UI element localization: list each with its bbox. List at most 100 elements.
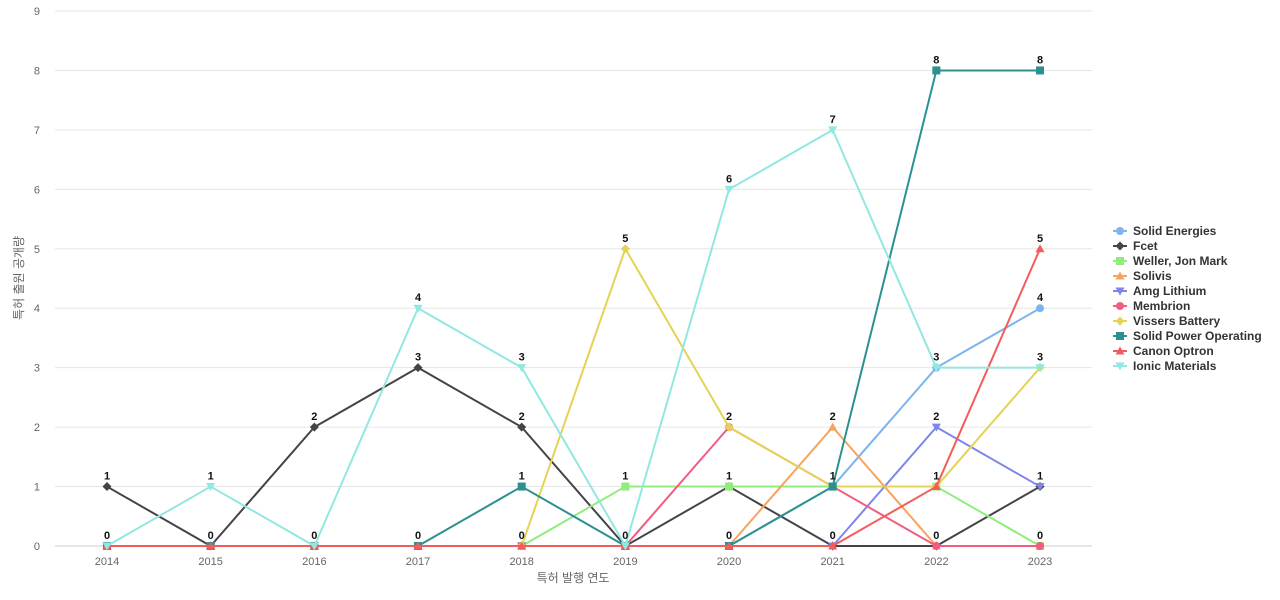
series-ionic-materials[interactable] xyxy=(102,126,1045,551)
x-axis: 2014 2015 2016 2017 2018 2019 2020 2021 2022 2023 xyxy=(95,556,1053,568)
data-point[interactable] xyxy=(413,363,423,373)
legend-marker[interactable] xyxy=(1115,346,1125,355)
legend-item-solid-power-operating[interactable]: Solid Power Operating xyxy=(1113,329,1262,343)
data-point[interactable] xyxy=(517,422,527,432)
data-point[interactable] xyxy=(724,422,734,432)
data-point[interactable] xyxy=(517,364,527,373)
data-point[interactable] xyxy=(1035,364,1045,373)
legend-item-vissers-battery[interactable]: Vissers Battery xyxy=(1113,314,1220,328)
legend-marker[interactable] xyxy=(1115,287,1125,296)
data-label: 0 xyxy=(208,530,214,542)
data-point[interactable] xyxy=(931,423,941,432)
legend-marker[interactable] xyxy=(1116,227,1124,235)
data-label: 1 xyxy=(1037,471,1043,483)
data-point[interactable] xyxy=(932,542,941,550)
data-point[interactable] xyxy=(828,482,837,491)
legend-item-amg-lithium[interactable]: Amg Lithium xyxy=(1113,284,1206,298)
legend-marker[interactable] xyxy=(1115,271,1125,280)
grid-lines xyxy=(55,10,1092,547)
series-line[interactable] xyxy=(107,247,1041,547)
legend-marker[interactable] xyxy=(1115,241,1125,251)
y-tick-label: 6 xyxy=(34,184,40,196)
data-point[interactable] xyxy=(828,541,838,550)
data-point[interactable] xyxy=(206,541,216,550)
data-point[interactable] xyxy=(1036,66,1045,75)
legend-item-solivis[interactable]: Solivis xyxy=(1113,269,1172,283)
data-label: 4 xyxy=(1037,292,1044,304)
legend-item-weller-jon-mark[interactable]: Weller, Jon Mark xyxy=(1113,254,1228,268)
data-point[interactable] xyxy=(932,66,941,75)
data-point[interactable] xyxy=(413,541,423,550)
data-point[interactable] xyxy=(724,185,734,194)
x-tick-label: 2019 xyxy=(613,556,637,568)
legend-marker[interactable] xyxy=(1116,302,1124,310)
data-point[interactable] xyxy=(517,541,527,550)
data-label: 1 xyxy=(208,471,214,483)
data-point[interactable] xyxy=(931,364,941,373)
data-point[interactable] xyxy=(309,422,319,432)
data-label: 0 xyxy=(830,530,836,542)
data-label: 0 xyxy=(311,530,317,542)
legend-item-solid-energies[interactable]: Solid Energies xyxy=(1113,224,1217,238)
data-point[interactable] xyxy=(828,126,838,135)
data-label: 1 xyxy=(830,471,836,483)
data-point[interactable] xyxy=(1035,244,1045,253)
y-tick-label: 2 xyxy=(34,422,40,434)
legend-marker[interactable] xyxy=(1115,316,1125,326)
data-point[interactable] xyxy=(1036,542,1045,550)
legend-item-fcet[interactable]: Fcet xyxy=(1113,239,1158,253)
legend-label: Weller, Jon Mark xyxy=(1133,254,1228,268)
data-label: 3 xyxy=(933,352,939,364)
data-label: 8 xyxy=(1037,54,1043,66)
y-tick-label: 4 xyxy=(34,303,40,315)
legend-item-ionic-materials[interactable]: Ionic Materials xyxy=(1113,359,1217,373)
series-line[interactable] xyxy=(106,366,1041,547)
data-point[interactable] xyxy=(1036,304,1045,313)
series-lines xyxy=(102,66,1045,551)
data-point[interactable] xyxy=(621,482,630,491)
data-point[interactable] xyxy=(620,542,630,551)
data-label: 0 xyxy=(104,530,110,542)
data-point[interactable] xyxy=(620,244,630,254)
data-point[interactable] xyxy=(102,482,112,492)
legend-marker[interactable] xyxy=(1115,362,1125,371)
data-point[interactable] xyxy=(102,542,112,551)
data-point[interactable] xyxy=(1035,483,1045,492)
data-label: 0 xyxy=(726,530,732,542)
data-label: 3 xyxy=(415,352,421,364)
data-label: 0 xyxy=(415,530,421,542)
data-label: 1 xyxy=(726,471,732,483)
data-label: 5 xyxy=(622,233,628,245)
data-point[interactable] xyxy=(413,304,423,313)
legend-item-canon-optron[interactable]: Canon Optron xyxy=(1113,344,1214,358)
data-point[interactable] xyxy=(517,482,526,491)
series-line[interactable] xyxy=(107,248,1041,547)
legend-label: Solid Power Operating xyxy=(1133,329,1262,343)
x-axis-title: 특허 발행 연도 xyxy=(537,570,610,585)
data-label: 0 xyxy=(519,530,525,542)
data-point[interactable] xyxy=(309,542,319,551)
legend-label: Solivis xyxy=(1133,269,1172,283)
x-tick-label: 2016 xyxy=(302,556,326,568)
data-point[interactable] xyxy=(828,422,838,431)
data-point[interactable] xyxy=(931,482,941,491)
legend-item-membrion[interactable]: Membrion xyxy=(1113,299,1190,313)
data-point[interactable] xyxy=(724,541,734,550)
x-tick-label: 2017 xyxy=(406,556,430,568)
legend-marker[interactable] xyxy=(1116,332,1124,340)
y-tick-label: 1 xyxy=(34,482,40,494)
series-line[interactable] xyxy=(106,128,1041,547)
data-point[interactable] xyxy=(206,483,216,492)
data-label: 2 xyxy=(311,411,317,423)
legend-label: Canon Optron xyxy=(1133,344,1214,358)
legend-marker[interactable] xyxy=(1116,257,1124,265)
x-tick-label: 2021 xyxy=(820,556,844,568)
data-point[interactable] xyxy=(725,482,734,491)
data-label: 0 xyxy=(933,530,939,542)
y-tick-label: 7 xyxy=(34,125,40,137)
data-label: 8 xyxy=(933,54,939,66)
